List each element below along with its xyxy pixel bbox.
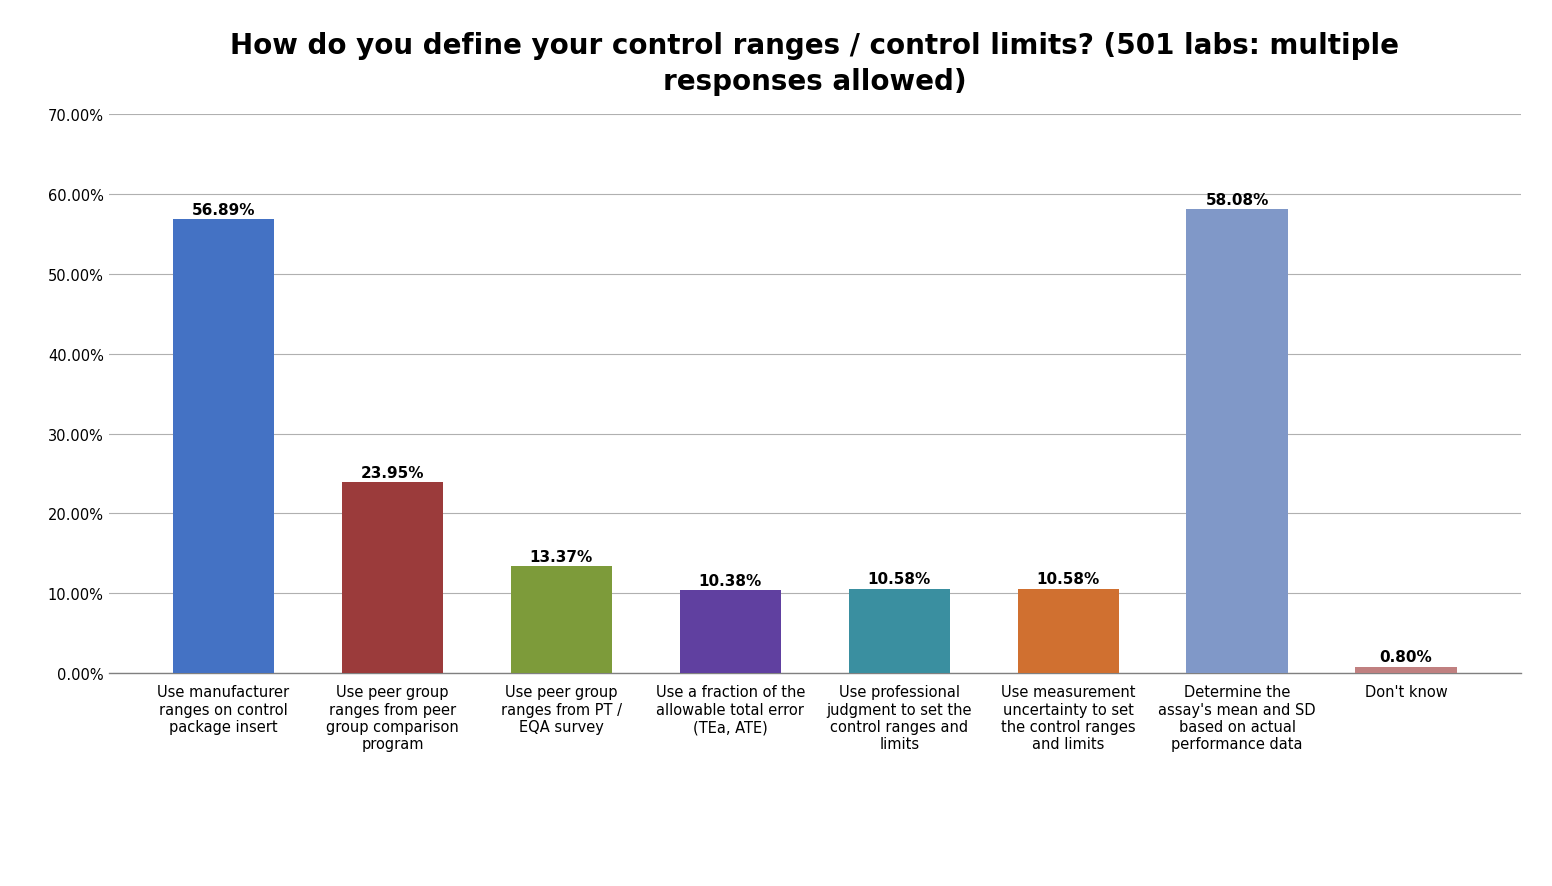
Bar <box>849 589 950 673</box>
Text: 0.80%: 0.80% <box>1380 649 1432 664</box>
Text: 13.37%: 13.37% <box>529 549 593 564</box>
Bar <box>680 591 781 673</box>
Text: 10.38%: 10.38% <box>698 573 762 588</box>
Text: 10.58%: 10.58% <box>868 571 931 587</box>
Text: 10.58%: 10.58% <box>1037 571 1100 587</box>
Bar <box>1355 667 1457 673</box>
Text: 56.89%: 56.89% <box>192 202 255 217</box>
Bar <box>1018 589 1119 673</box>
Title: How do you define your control ranges / control limits? (501 labs: multiple
resp: How do you define your control ranges / … <box>230 32 1400 97</box>
Bar <box>172 220 275 673</box>
Bar <box>511 567 611 673</box>
Bar <box>341 482 444 673</box>
Text: 23.95%: 23.95% <box>360 465 424 480</box>
Bar <box>1186 210 1288 673</box>
Text: 58.08%: 58.08% <box>1206 193 1270 208</box>
